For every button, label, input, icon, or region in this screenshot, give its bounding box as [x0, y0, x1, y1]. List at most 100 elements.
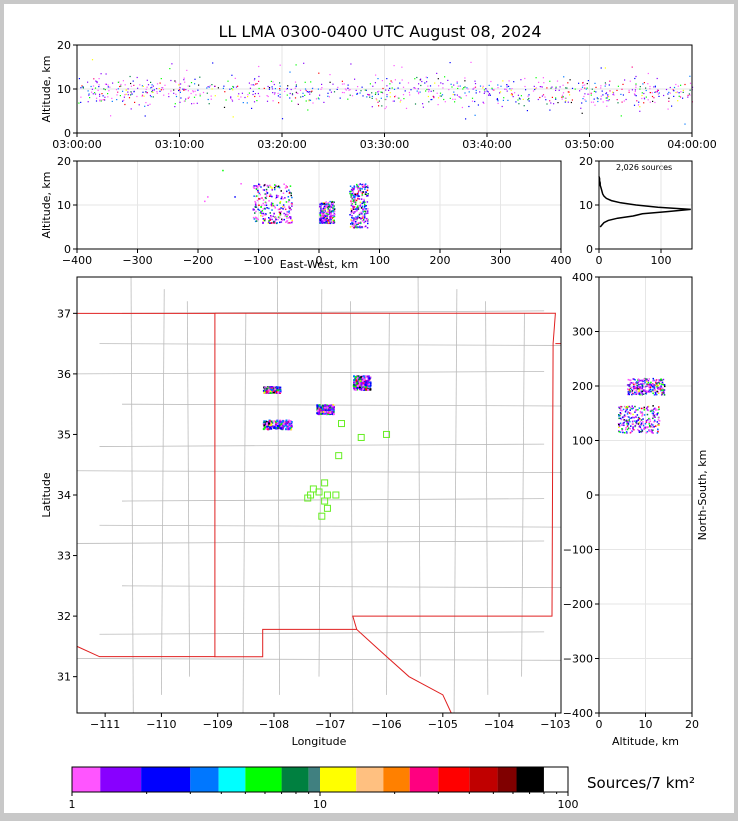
time-source-point [649, 85, 651, 88]
time-source-point [612, 93, 614, 96]
map-source-point [269, 386, 272, 388]
ew-source-point [289, 185, 292, 187]
map-source-point [272, 390, 275, 392]
ew-source-point [327, 202, 330, 204]
time-source-point [190, 82, 193, 84]
ns-source-point [635, 422, 638, 425]
time-source-point [296, 92, 298, 94]
ew-source-point [276, 204, 278, 206]
ns-source-point [656, 432, 659, 434]
map-source-point [263, 421, 266, 424]
time-source-point [551, 96, 553, 98]
map-source-point [325, 408, 327, 410]
ew-source-point [261, 215, 264, 217]
ns-source-point [628, 384, 630, 386]
time-source-point [594, 104, 596, 106]
time-source-point [485, 89, 487, 91]
time-source-point [678, 95, 680, 97]
time-source-point [87, 81, 89, 83]
ew-source-point [353, 219, 356, 221]
ew-source-point [255, 204, 257, 206]
time-source-point [496, 98, 498, 100]
time-source-point [371, 97, 373, 99]
map-source-point [358, 386, 361, 389]
ns-panel-ylabel: North-South, km [696, 450, 709, 541]
time-source-point [209, 85, 211, 87]
time-source-point [542, 77, 544, 79]
ew-source-point [263, 184, 266, 186]
time-source-point [344, 88, 346, 90]
time-source-point [475, 89, 477, 92]
ew-source-point [265, 213, 267, 215]
time-source-point [505, 88, 507, 90]
map-source-point [288, 426, 291, 428]
ns-source-point [626, 428, 629, 431]
time-source-point [320, 88, 322, 90]
map-source-point [270, 422, 273, 425]
ew-source-point [261, 210, 264, 212]
ns-source-point [658, 381, 660, 384]
map-source-point [324, 406, 327, 409]
lma-station-marker [315, 488, 323, 496]
ew-source-point [365, 219, 367, 222]
ns-source-point [662, 390, 665, 393]
ew-source-point [355, 199, 358, 202]
time-source-point [647, 99, 649, 101]
time-source-point [528, 94, 530, 96]
ew-source-point [234, 196, 236, 198]
ew-source-point [356, 195, 359, 197]
ew-source-point [356, 217, 358, 219]
ew-source-point [271, 189, 273, 191]
time-source-point [649, 101, 651, 103]
time-source-point [309, 99, 312, 101]
ns-source-point [647, 380, 650, 382]
colorbar-segment [72, 767, 101, 792]
time-source-point [440, 82, 442, 84]
ew-source-point [363, 206, 366, 209]
time-source-point [253, 79, 255, 81]
map-source-point [360, 378, 362, 381]
time-source-point [95, 80, 97, 82]
ns-source-point [653, 389, 655, 391]
ns-source-point [635, 381, 638, 383]
ew-source-point [324, 208, 326, 210]
time-source-point [584, 87, 586, 89]
ns-source-point [630, 431, 633, 433]
map-source-point [326, 410, 329, 413]
time-source-point [97, 89, 99, 91]
time-source-point [302, 92, 304, 94]
time-source-point [304, 94, 306, 96]
ew-source-point [277, 218, 279, 221]
map-source-point [268, 389, 271, 392]
colorbar-segment [308, 767, 320, 792]
time-source-point [123, 99, 125, 101]
ns-source-point [657, 379, 660, 381]
ns-source-point [663, 394, 666, 396]
time-source-point [629, 80, 631, 82]
ns-source-point [619, 422, 622, 425]
map-source-point [278, 424, 281, 427]
ns-source-point [652, 424, 654, 426]
time-source-point [488, 94, 490, 96]
time-source-point [194, 83, 196, 85]
ew-source-point [367, 195, 369, 197]
map-source-point [365, 381, 368, 384]
time-source-point [680, 91, 682, 93]
time-source-point [117, 91, 119, 93]
ns-source-point [639, 426, 642, 428]
time-source-point [339, 97, 341, 99]
ew-source-point [272, 202, 274, 205]
map-source-point [270, 387, 273, 390]
time-source-point [479, 85, 482, 87]
ew-source-point [354, 203, 357, 205]
ew-source-point [350, 189, 353, 191]
ew-source-point [274, 184, 276, 186]
ew-source-point [321, 213, 323, 215]
time-source-point [541, 95, 543, 97]
map-panel-xtick-label: −109 [203, 718, 233, 731]
time-source-point [444, 101, 446, 103]
time-source-point [192, 90, 194, 92]
time-panel-xtick-label: 04:00:00 [667, 138, 716, 151]
ew-source-point [361, 192, 364, 194]
colorbar-segment [543, 767, 568, 792]
